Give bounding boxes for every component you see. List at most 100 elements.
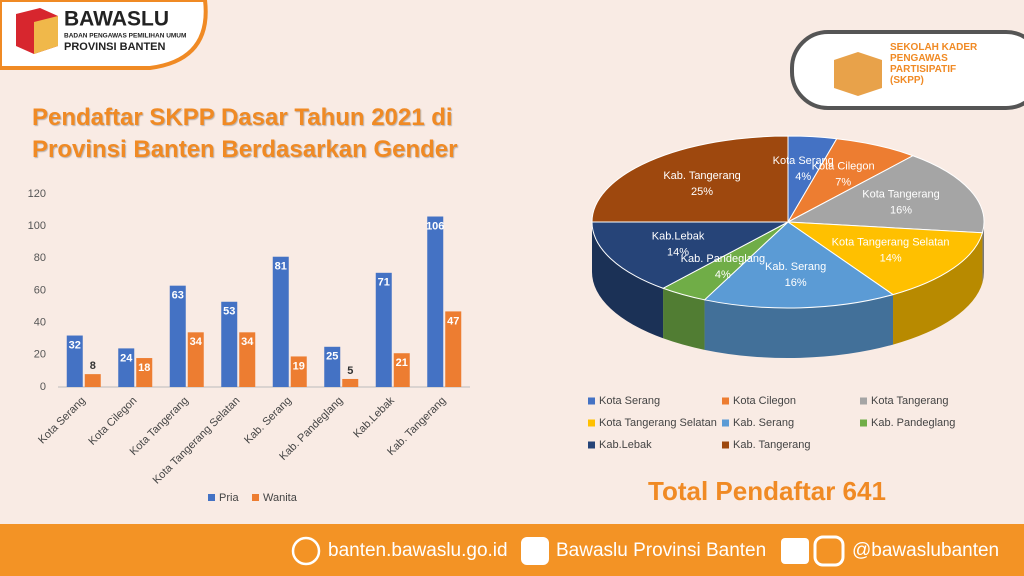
y-tick-label: 60 — [34, 284, 46, 296]
data-label: 19 — [293, 360, 305, 372]
bar — [239, 332, 256, 387]
legend-swatch — [860, 419, 867, 427]
web-icon — [291, 536, 321, 566]
y-tick-label: 0 — [40, 381, 46, 393]
badge-icon — [834, 52, 882, 96]
legend-swatch — [588, 397, 595, 405]
pie-slice — [786, 221, 984, 296]
slice-label: Kota Tangerang Selatan — [832, 236, 950, 248]
footer-facebook: Bawaslu Provinsi Banten — [556, 540, 766, 561]
data-label: 24 — [120, 352, 133, 364]
bar — [342, 378, 359, 387]
bar — [375, 272, 392, 387]
legend-swatch — [208, 494, 215, 501]
twitter-icon — [781, 538, 809, 564]
bar — [290, 356, 307, 387]
slice-label: Kota Serang — [773, 155, 834, 167]
slice-value: 16% — [890, 204, 912, 216]
slice-label: Kota Tangerang — [862, 188, 939, 200]
logo-subtitle: BADAN PENGAWAS PEMILIHAN UMUM — [64, 33, 186, 40]
legend-swatch — [588, 441, 595, 449]
data-label: 53 — [223, 306, 235, 318]
bar — [393, 353, 410, 387]
legend-label: Wanita — [263, 492, 298, 504]
bar — [221, 301, 238, 387]
badge-text: SEKOLAH KADER PENGAWAS PARTISIPATIF (SKP… — [890, 42, 978, 86]
slice-label: Kota Cilegon — [812, 160, 875, 172]
data-label: 32 — [69, 339, 81, 351]
slice-label: Kab. Tangerang — [663, 170, 740, 182]
bar — [324, 346, 341, 387]
legend-label: Kota Cilegon — [733, 395, 796, 407]
legend-label: Kab. Serang — [733, 417, 794, 429]
x-tick-label: Kota Tangerang Selatan — [151, 395, 243, 487]
legend-swatch — [252, 494, 259, 501]
pie-side — [893, 232, 983, 345]
legend-label: Kab.Lebak — [599, 439, 652, 451]
bar — [272, 256, 289, 387]
slice-value: 4% — [795, 171, 811, 183]
slice-label: Kab. Serang — [765, 261, 826, 273]
pie-side — [982, 222, 984, 283]
pie-side — [663, 288, 705, 350]
legend-label: Kota Serang — [599, 395, 660, 407]
y-tick-label: 100 — [28, 220, 46, 232]
legend-label: Kab. Pandeglang — [871, 417, 955, 429]
pie-slice — [703, 221, 895, 309]
pie-slice — [591, 221, 789, 289]
data-label: 25 — [326, 351, 338, 363]
legend-label: Kota Tangerang Selatan — [599, 417, 717, 429]
slice-value: 25% — [691, 186, 713, 198]
bar — [427, 216, 444, 387]
x-tick-label: Kab.Lebak — [351, 394, 397, 440]
data-label: 21 — [396, 357, 408, 369]
logo-icon — [34, 16, 58, 54]
footer-social: @bawaslubanten — [852, 540, 999, 561]
slice-value: 16% — [785, 277, 807, 289]
data-label: 81 — [275, 261, 287, 273]
total: Total Pendaftar 641 — [648, 476, 886, 506]
y-tick-label: 120 — [28, 188, 46, 200]
data-label: 8 — [90, 360, 96, 372]
y-tick-label: 40 — [34, 317, 46, 329]
legend-label: Kab. Tangerang — [733, 439, 810, 451]
legend-swatch — [588, 419, 595, 427]
footer-band — [0, 524, 1024, 576]
slice-value: 14% — [667, 247, 689, 259]
legend-swatch — [722, 441, 729, 449]
bar — [445, 311, 462, 387]
bar — [169, 285, 186, 387]
logo-region: PROVINSI BANTEN — [64, 41, 166, 53]
data-label: 47 — [447, 315, 459, 327]
instagram-icon — [813, 535, 845, 567]
data-label: 34 — [241, 336, 254, 348]
bar — [187, 332, 204, 387]
data-label: 5 — [347, 365, 353, 377]
data-label: 106 — [426, 220, 444, 232]
x-tick-label: Kab. Serang — [242, 395, 294, 447]
slice-label: Kab. Pandeglang — [681, 253, 765, 265]
y-tick-label: 80 — [34, 252, 46, 264]
pie-slice — [591, 135, 789, 223]
legend-swatch — [722, 419, 729, 427]
slice-label: Kab.Lebak — [652, 231, 705, 243]
data-label: 71 — [378, 277, 390, 289]
y-tick-label: 20 — [34, 349, 46, 361]
pie-side — [592, 222, 664, 339]
bar — [118, 348, 135, 387]
x-tick-label: Kota Serang — [36, 395, 88, 447]
data-label: 18 — [138, 362, 150, 374]
footer-website: banten.bawaslu.go.id — [328, 540, 508, 561]
slice-value: 7% — [835, 176, 851, 188]
legend-swatch — [860, 397, 867, 405]
pie-side — [704, 294, 894, 359]
x-tick-label: Kota Cilegon — [86, 395, 139, 448]
slice-value: 14% — [880, 252, 902, 264]
bar-chart-title: Pendaftar SKPP Dasar Tahun 2021 di Provi… — [32, 104, 458, 163]
badge-box: SEKOLAH KADER PENGAWAS PARTISIPATIF (SKP… — [890, 42, 978, 86]
legend-label: Pria — [219, 492, 239, 504]
pie-slice — [786, 155, 985, 234]
bar — [66, 335, 83, 387]
